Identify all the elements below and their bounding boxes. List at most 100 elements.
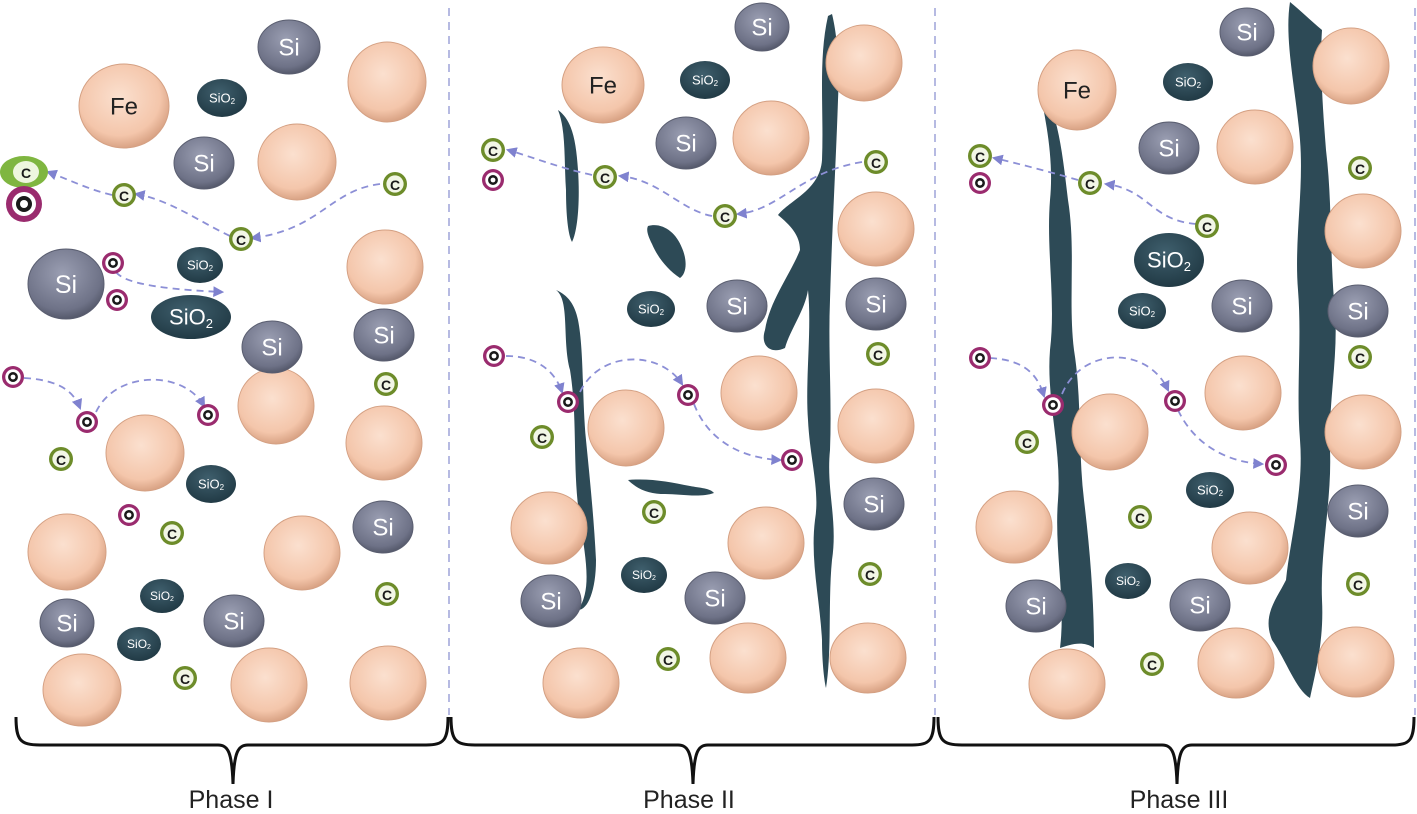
arrow-p1-o-1 [115, 271, 225, 297]
carbon-atom: C [968, 144, 992, 168]
si-label: Si [373, 323, 394, 350]
carbon-atom: C [49, 447, 73, 471]
sio2-particle: SiO2 [1105, 563, 1151, 599]
si-label: Si [1347, 299, 1368, 326]
carbon-label: C [537, 430, 547, 446]
sio2-label: SiO2 [1197, 483, 1224, 498]
arrow-p2-o-1 [505, 355, 565, 395]
carbon-label: C [167, 526, 177, 542]
carbon-label: C [975, 149, 985, 165]
arrow-p1-c-3 [45, 169, 113, 196]
fe-particle [345, 405, 423, 481]
si-particle: Si [173, 136, 235, 190]
fe-particle [257, 123, 337, 201]
sio2-label: SiO2 [1175, 75, 1202, 90]
fe-particle [1071, 393, 1149, 471]
arrow-p3-c-1 [1103, 179, 1197, 225]
si-label: Si [261, 335, 282, 362]
sio2-label: SiO2 [209, 91, 236, 106]
carbon-atom: C [1015, 430, 1039, 454]
sio2-particle: SiO2 [1134, 233, 1204, 287]
fe-particle-labeled: Fe [78, 63, 170, 149]
si-label: Si [540, 589, 561, 616]
carbon-atom: C [1140, 652, 1164, 676]
carbon-label: C [1085, 176, 1095, 192]
fe-particle [829, 622, 907, 694]
si-label: Si [223, 609, 244, 636]
fe-particle [837, 191, 915, 267]
brace-phase-3 [936, 716, 1416, 785]
fe-particle [347, 41, 427, 123]
carbon-label: C [1135, 510, 1145, 526]
sio2-particle: SiO2 [627, 291, 675, 327]
si-particle: Si [257, 19, 321, 75]
si-label: Si [751, 15, 772, 42]
arrow-p3-c-2 [991, 154, 1079, 181]
si-label: Si [1347, 499, 1368, 526]
carbon-atom: C [642, 500, 666, 524]
si-label: Si [55, 271, 77, 299]
carbon-atom: C [1128, 505, 1152, 529]
si-particle: Si [39, 598, 95, 648]
arrow-p2-c-2 [617, 171, 713, 217]
fe-particle [837, 388, 915, 464]
fe-particle [349, 645, 427, 721]
fe-particle [510, 491, 588, 565]
sio2-particle: SiO2 [621, 557, 667, 593]
arrow-p3-o-1 [989, 357, 1047, 399]
sio2-label: SiO2 [150, 589, 174, 603]
sio2-label: SiO2 [198, 477, 225, 492]
fe-particle [727, 506, 805, 580]
brace-phase-2 [449, 716, 936, 785]
sio2-particle: SiO2 [1186, 472, 1234, 508]
si-particle: Si [1327, 284, 1389, 338]
fe-particle [1197, 627, 1275, 699]
si-label: Si [865, 292, 886, 319]
si-particle: Si [1219, 7, 1275, 57]
oxygen-atom [102, 252, 124, 274]
phase-braces [14, 716, 1416, 785]
sio2-particle: SiO2 [140, 579, 184, 613]
carbon-label: C [663, 652, 673, 668]
si-label: Si [1231, 294, 1252, 321]
phase-labels: Phase I Phase II Phase III [189, 786, 1229, 814]
sio2-particle: SiO2 [186, 465, 236, 503]
carbon-atom: C [713, 204, 737, 228]
carbon-label: C [871, 155, 881, 171]
channel-p3-left [1038, 82, 1094, 648]
carbon-label: C [720, 209, 730, 225]
sio2-label: SiO2 [1116, 574, 1140, 588]
oxygen-atom [2, 366, 24, 388]
arrow-p2-o-2 [579, 358, 684, 393]
carbon-label: C [382, 587, 392, 603]
fe-particle [27, 513, 107, 591]
sio2-particle: SiO2 [1163, 63, 1213, 101]
carbon-label: C [56, 452, 66, 468]
si-particle: Si [706, 279, 768, 333]
carbon-label: C [119, 188, 129, 204]
carbon-label: C [1147, 657, 1157, 673]
si-label: Si [675, 131, 696, 158]
fe-particle [42, 653, 122, 727]
fe-particle [105, 414, 185, 492]
oxygen-atom [969, 347, 991, 369]
phase-label-2: Phase II [643, 786, 735, 814]
carbon-label: C [1355, 161, 1365, 177]
carbon-atom: C [866, 342, 890, 366]
diffusion-arrows [23, 147, 1265, 469]
fe-particle [1317, 626, 1395, 698]
oxygen-atom [76, 411, 98, 433]
carbon-label: C [21, 165, 31, 181]
phase-label-3: Phase III [1130, 786, 1229, 814]
arrow-p1-o-2 [23, 377, 83, 411]
fe-particle [732, 100, 810, 176]
si-label: Si [278, 35, 299, 62]
si-particle: Si [27, 248, 105, 320]
oxygen-atom [1164, 390, 1186, 412]
oxygen-atom [482, 169, 504, 191]
carbon-label: C [1022, 435, 1032, 451]
co-molecule: C [0, 156, 48, 222]
sio2-label: SiO2 [638, 302, 665, 317]
sio2-label: SiO2 [692, 73, 719, 88]
